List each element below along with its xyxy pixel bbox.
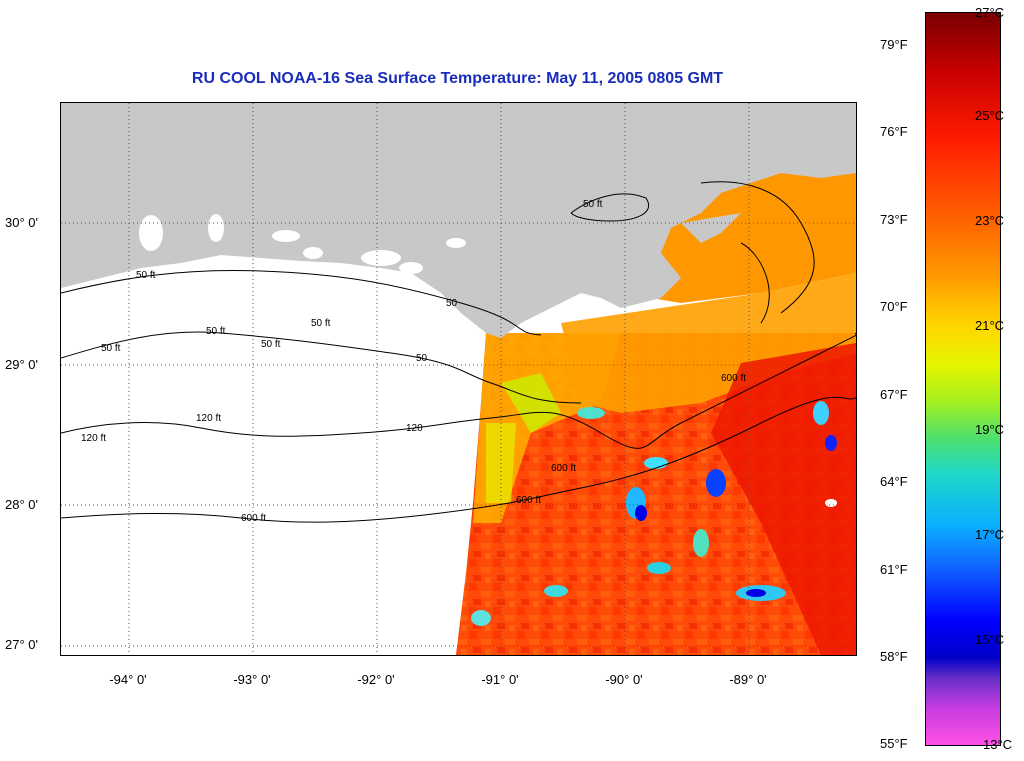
contour-label: 600 ft [721,373,747,384]
colorbar-fahrenheit-label: 70°F [880,299,908,314]
colorbar-celsius-label: 25°C [975,108,1005,123]
land-layer [61,103,856,338]
contour-label: 50 ft [261,339,281,350]
contour-label: 50 [416,353,428,364]
colorbar-fahrenheit-label: 58°F [880,649,908,664]
contour-label: 600 ft [551,463,577,474]
colorbar-celsius-label: 17°C [975,527,1005,542]
colorbar-fahrenheit-label: 76°F [880,124,908,139]
contour-label: 120 [406,423,423,434]
latitude-label: 29° 0' [5,357,38,372]
contour-label: 50 ft [101,343,121,354]
colorbar-fahrenheit-label: 64°F [880,474,908,489]
sst-map-graphic [61,103,856,655]
contour-label: 50 ft [206,326,226,337]
colorbar-fahrenheit-label: 79°F [880,37,908,52]
longitude-label: -92° 0' [357,672,395,687]
colorbar-celsius-label: 13°C [983,737,1013,752]
colorbar-celsius-label: 23°C [975,213,1005,228]
map-title: RU COOL NOAA-16 Sea Surface Temperature:… [191,70,724,87]
sst-map: 50 ft 50 ft 50 ft 50 ft 50 ft 50 ft 50 5… [60,102,857,656]
depth-contours [61,181,856,523]
contour-label: 120 ft [81,433,107,444]
colorbar-fahrenheit-label: 73°F [880,212,908,227]
contour-label: 600 ft [241,513,267,524]
colorbar-celsius-label: 21°C [975,318,1005,333]
graticule [61,103,856,655]
temperature-colorbar [925,12,1001,746]
colorbar-fahrenheit-label: 55°F [880,736,908,751]
colorbar-celsius-label: 19°C [975,422,1005,437]
longitude-label: -94° 0' [109,672,147,687]
contour-label: 50 [446,298,458,309]
colorbar-celsius-label: 27°C [975,5,1005,20]
latitude-label: 28° 0' [5,497,38,512]
latitude-label: 30° 0' [5,215,38,230]
contour-label: 600 ft [516,495,542,506]
colorbar-fahrenheit-label: 67°F [880,387,908,402]
longitude-label: -90° 0' [605,672,643,687]
contour-label: 50 ft [136,270,156,281]
contour-label: 120 ft [196,413,222,424]
longitude-label: -89° 0' [729,672,767,687]
inland-water [139,214,466,274]
contour-label: 50 ft [583,199,603,210]
longitude-label: -91° 0' [481,672,519,687]
colorbar-fahrenheit-label: 61°F [880,562,908,577]
longitude-label: -93° 0' [233,672,271,687]
latitude-label: 27° 0' [5,637,38,652]
contour-label: 50 ft [311,318,331,329]
colorbar-celsius-label: 15°C [975,632,1005,647]
